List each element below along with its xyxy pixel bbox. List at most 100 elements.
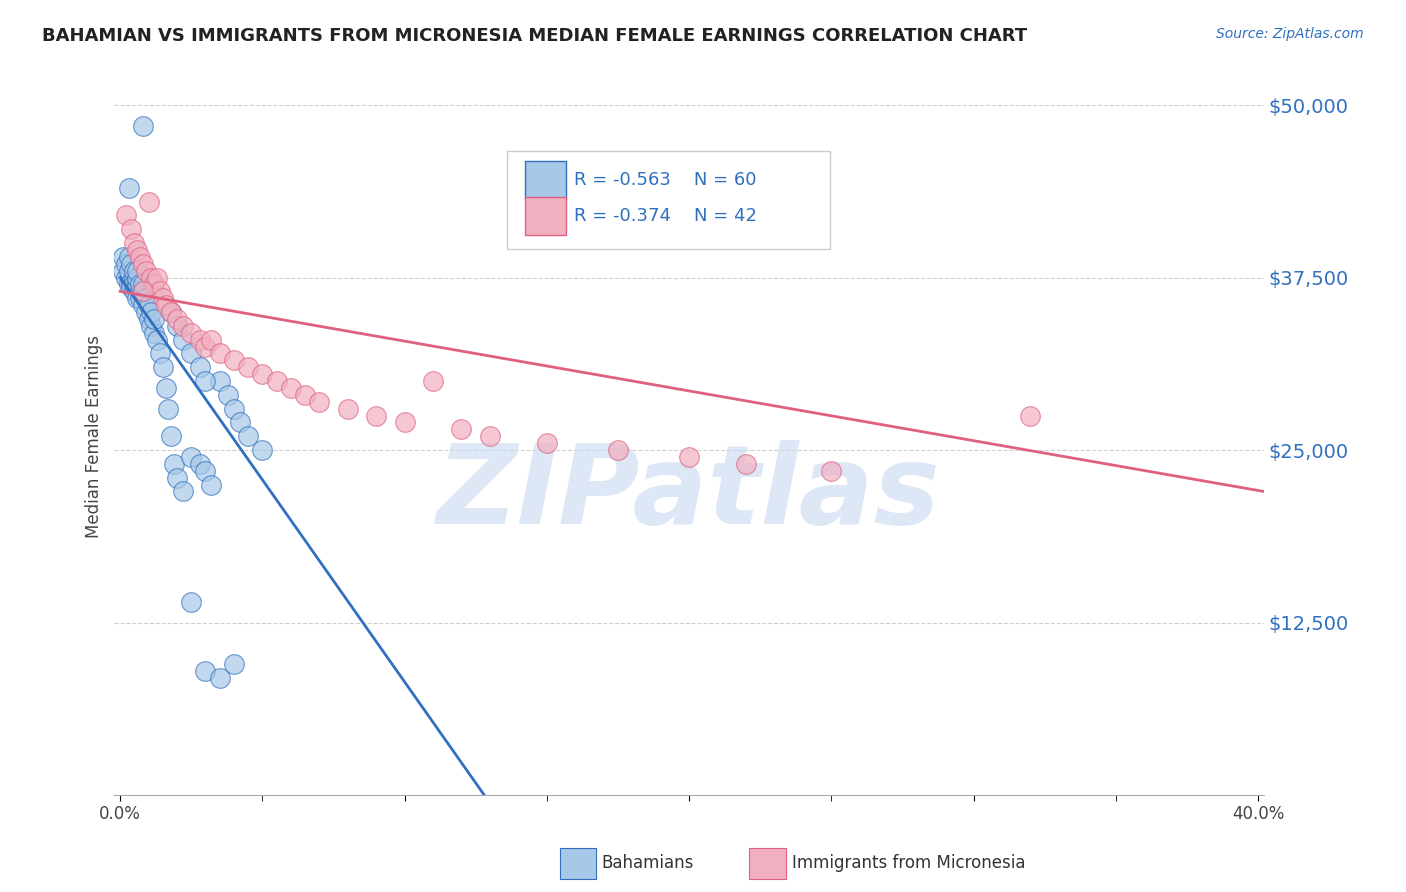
- Point: [252, 443, 274, 458]
- Text: R = -0.374    N = 42: R = -0.374 N = 42: [574, 207, 756, 225]
- Point: [200, 477, 222, 491]
- Point: [146, 270, 169, 285]
- Point: [121, 222, 143, 236]
- Point: [208, 374, 231, 388]
- Point: [166, 318, 188, 333]
- Point: [135, 263, 157, 277]
- Point: [536, 436, 558, 450]
- Point: [138, 194, 160, 209]
- Point: [160, 305, 183, 319]
- Point: [172, 484, 194, 499]
- Point: [188, 360, 211, 375]
- Point: [188, 333, 211, 347]
- Point: [180, 326, 202, 340]
- Point: [135, 305, 157, 319]
- Point: [222, 353, 245, 368]
- Point: [132, 285, 155, 299]
- Point: [132, 277, 155, 292]
- Point: [124, 263, 146, 277]
- Point: [127, 280, 149, 294]
- Point: [294, 388, 316, 402]
- Point: [166, 470, 188, 484]
- Point: [194, 340, 217, 354]
- Point: [117, 181, 139, 195]
- Point: [180, 595, 202, 609]
- Point: [266, 374, 288, 388]
- Point: [366, 409, 388, 423]
- Point: [124, 235, 146, 250]
- Point: [217, 388, 239, 402]
- Point: [160, 429, 183, 443]
- Text: Source: ZipAtlas.com: Source: ZipAtlas.com: [1216, 27, 1364, 41]
- Point: [228, 416, 250, 430]
- Point: [152, 291, 174, 305]
- Point: [138, 312, 160, 326]
- Point: [141, 270, 163, 285]
- Point: [180, 346, 202, 360]
- Point: [155, 381, 177, 395]
- Point: [129, 250, 152, 264]
- Point: [124, 285, 146, 299]
- Point: [200, 333, 222, 347]
- Point: [422, 374, 444, 388]
- Text: BAHAMIAN VS IMMIGRANTS FROM MICRONESIA MEDIAN FEMALE EARNINGS CORRELATION CHART: BAHAMIAN VS IMMIGRANTS FROM MICRONESIA M…: [42, 27, 1028, 45]
- Point: [132, 119, 155, 133]
- Text: ZIPatlas: ZIPatlas: [437, 440, 941, 547]
- Text: R = -0.563    N = 60: R = -0.563 N = 60: [574, 171, 756, 189]
- Point: [138, 298, 160, 312]
- Point: [155, 298, 177, 312]
- Point: [135, 291, 157, 305]
- Point: [114, 209, 136, 223]
- Point: [394, 416, 416, 430]
- Y-axis label: Median Female Earnings: Median Female Earnings: [86, 334, 103, 538]
- Point: [149, 346, 172, 360]
- Point: [607, 443, 630, 458]
- Point: [208, 346, 231, 360]
- Point: [180, 450, 202, 464]
- Point: [336, 401, 359, 416]
- Point: [141, 318, 163, 333]
- Point: [208, 671, 231, 685]
- Point: [117, 250, 139, 264]
- Point: [450, 422, 472, 436]
- Point: [124, 277, 146, 292]
- Point: [127, 270, 149, 285]
- Point: [1019, 409, 1042, 423]
- Point: [194, 664, 217, 678]
- Point: [127, 263, 149, 277]
- Point: [124, 270, 146, 285]
- Point: [152, 360, 174, 375]
- Point: [143, 312, 166, 326]
- Point: [222, 657, 245, 671]
- Point: [129, 285, 152, 299]
- Point: [117, 263, 139, 277]
- Point: [127, 275, 149, 289]
- Point: [236, 360, 259, 375]
- Point: [820, 464, 842, 478]
- Point: [132, 257, 155, 271]
- Point: [121, 275, 143, 289]
- Point: [117, 277, 139, 292]
- Point: [114, 270, 136, 285]
- Point: [127, 243, 149, 257]
- Point: [194, 374, 217, 388]
- Point: [129, 291, 152, 305]
- Point: [166, 312, 188, 326]
- Point: [146, 333, 169, 347]
- Point: [121, 257, 143, 271]
- Point: [252, 367, 274, 381]
- Point: [280, 381, 302, 395]
- Point: [678, 450, 700, 464]
- Point: [188, 457, 211, 471]
- Point: [114, 257, 136, 271]
- Point: [157, 401, 180, 416]
- Point: [172, 318, 194, 333]
- Point: [194, 464, 217, 478]
- Point: [111, 250, 134, 264]
- Text: Bahamians: Bahamians: [602, 855, 695, 872]
- Point: [143, 326, 166, 340]
- Point: [735, 457, 758, 471]
- Point: [163, 457, 186, 471]
- Point: [222, 401, 245, 416]
- Point: [129, 277, 152, 292]
